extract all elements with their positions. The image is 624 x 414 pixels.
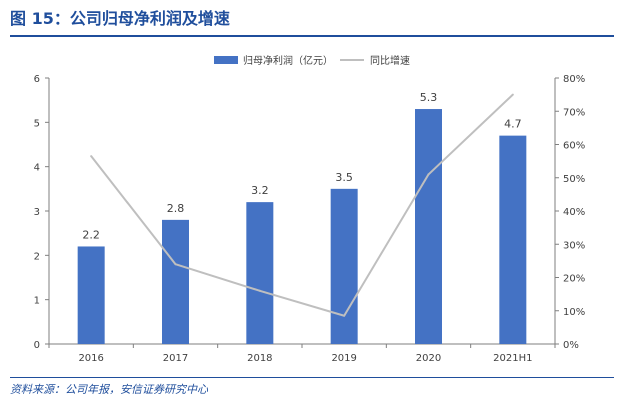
bar-data-label: 3.5 — [335, 171, 353, 184]
bar — [415, 109, 442, 345]
right-tick-label: 70% — [563, 107, 585, 118]
left-tick-label: 0 — [34, 340, 40, 351]
x-tick-label: 2019 — [331, 353, 356, 364]
left-tick-label: 2 — [34, 251, 40, 262]
bar-series: 2.2 2.8 3.2 3.5 5.3 4.7 — [77, 91, 527, 345]
growth-line-point — [511, 93, 514, 96]
growth-line-point — [258, 289, 261, 292]
growth-line-point — [427, 173, 430, 176]
right-tick-label: 10% — [563, 307, 585, 318]
source-note: 资料来源：公司年报，安信证券研究中心 — [10, 383, 208, 396]
bar-data-label: 5.3 — [420, 91, 438, 104]
bar-data-label: 2.2 — [82, 228, 100, 241]
x-tick-label: 2017 — [163, 353, 188, 364]
legend-line-label: 同比增速 — [370, 54, 410, 67]
left-tick-label: 4 — [34, 163, 40, 174]
bar-data-label: 3.2 — [251, 184, 269, 197]
growth-line-point — [90, 155, 93, 158]
right-tick-label: 60% — [563, 141, 585, 152]
bar — [246, 202, 274, 344]
left-tick-label: 1 — [34, 296, 40, 307]
x-tick-label: 2021H1 — [493, 353, 532, 364]
left-tick-label: 6 — [34, 74, 40, 85]
bar — [77, 246, 105, 344]
legend: 归母净利润（亿元） 同比增速 — [214, 54, 410, 67]
source-divider — [10, 377, 614, 378]
right-tick-label: 0% — [563, 340, 579, 351]
growth-line-series — [90, 93, 514, 317]
x-tick-label: 2020 — [416, 353, 441, 364]
legend-bar-swatch — [214, 56, 238, 64]
bar — [330, 188, 358, 344]
right-tick-label: 30% — [563, 240, 585, 251]
left-tick-label: 3 — [34, 207, 40, 218]
bar-data-label: 2.8 — [167, 202, 185, 215]
x-tick-label: 2016 — [78, 353, 103, 364]
bar — [162, 219, 189, 344]
right-tick-label: 50% — [563, 174, 585, 185]
title-divider — [10, 35, 614, 37]
growth-line-point — [174, 263, 177, 266]
growth-line — [90, 93, 514, 317]
x-axis: 2016 2017 2018 2019 2020 2021H1 — [48, 343, 556, 364]
legend-bar-label: 归母净利润（亿元） — [243, 54, 333, 67]
left-tick-label: 5 — [34, 118, 40, 129]
right-y-axis: 0% 10% 20% 30% 40% 50% 60% 70% 80% — [554, 74, 585, 351]
figure-title: 图 15：公司归母净利润及增速 — [10, 9, 230, 28]
bar — [499, 135, 527, 344]
left-y-axis: 0 1 2 3 4 5 6 — [34, 74, 50, 351]
right-tick-label: 40% — [563, 207, 585, 218]
chart: 归母净利润（亿元） 同比增速 0 1 2 3 4 5 6 0% 10% 20% 30% 40% 50%… — [34, 54, 586, 364]
bar-data-label: 4.7 — [504, 118, 522, 131]
right-tick-label: 80% — [563, 74, 585, 85]
growth-line-point — [343, 314, 346, 317]
right-tick-label: 20% — [563, 274, 585, 285]
x-tick-label: 2018 — [247, 353, 272, 364]
